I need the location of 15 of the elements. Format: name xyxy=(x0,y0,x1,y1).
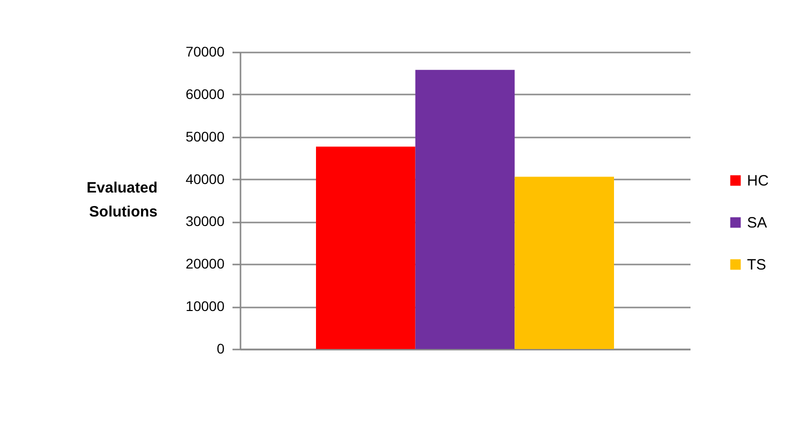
y-tick-label: 40000 xyxy=(186,170,225,187)
y-tick-label: 50000 xyxy=(186,128,225,144)
legend-label: TS xyxy=(747,256,766,274)
bar xyxy=(415,70,515,349)
bar xyxy=(514,176,614,349)
legend-label: HC xyxy=(747,172,769,190)
y-tick-label: 10000 xyxy=(186,298,225,314)
y-tick-label: 60000 xyxy=(186,86,225,102)
y-tick-label: 20000 xyxy=(186,256,225,272)
y-tick-label: 70000 xyxy=(186,44,225,60)
legend-label: SA xyxy=(747,214,768,232)
y-tick-label: 0 xyxy=(216,340,225,356)
y-tick-label: 30000 xyxy=(186,213,225,230)
y-axis-title: Evaluated Solutions xyxy=(86,180,158,220)
bar xyxy=(316,146,416,349)
